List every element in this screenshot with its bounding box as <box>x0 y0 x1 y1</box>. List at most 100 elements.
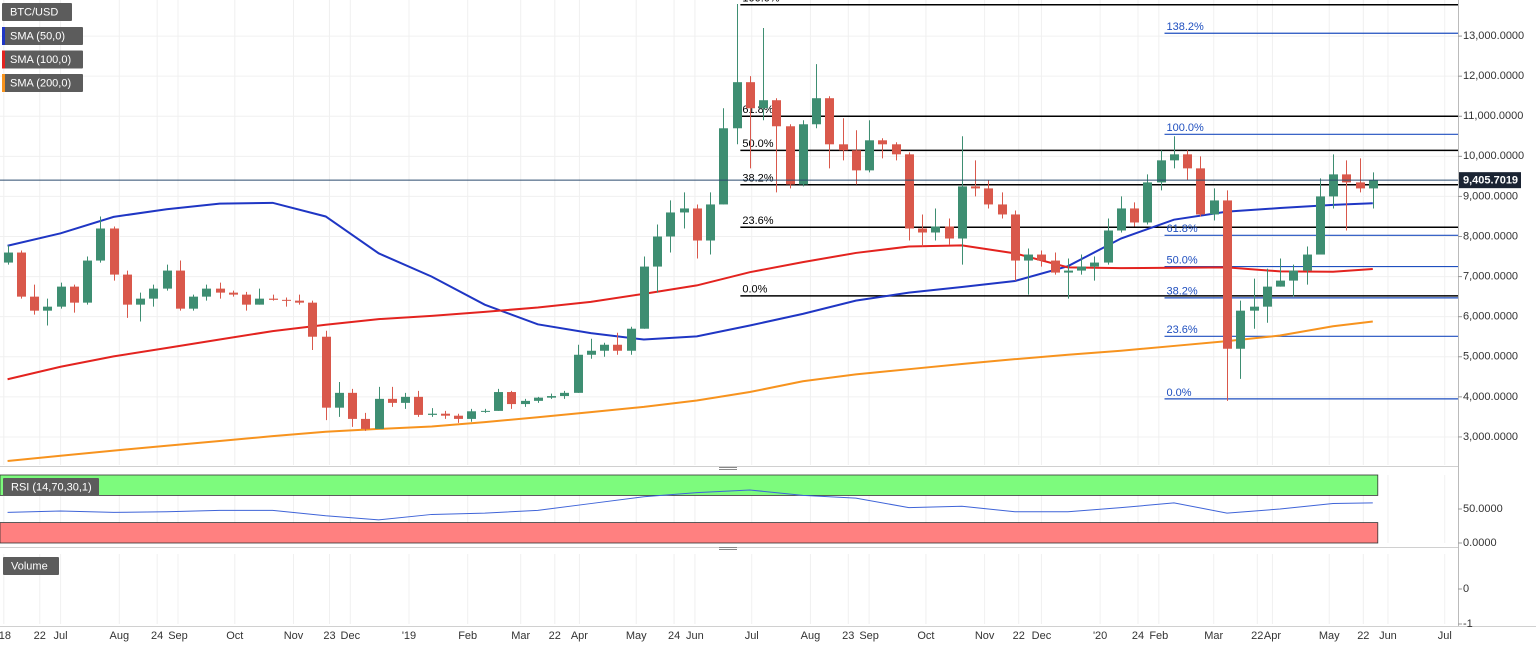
candle-body <box>1024 254 1033 261</box>
candle <box>1250 278 1259 329</box>
candle <box>428 408 437 417</box>
y-tick-label: 5,000.0000 <box>1463 351 1518 363</box>
fib-label: 38.2% <box>742 173 773 185</box>
candle-body <box>786 126 795 185</box>
x-tick-label: 22 <box>1251 630 1263 642</box>
candle-body <box>202 288 211 297</box>
legend-label: RSI (14,70,30,1) <box>11 481 92 493</box>
candle-body <box>1263 286 1272 307</box>
x-tick-label: 24 <box>1132 630 1144 642</box>
candle-body <box>865 140 874 171</box>
candle-body <box>852 150 861 171</box>
candle <box>865 120 874 173</box>
candle <box>57 282 66 309</box>
candle <box>627 326 636 355</box>
y-tick-label: 10,000.0000 <box>1463 150 1524 162</box>
fib-label: 138.2% <box>1167 21 1205 33</box>
candle <box>1342 160 1351 231</box>
candle-body <box>627 328 636 351</box>
x-tick-label: '20 <box>1093 630 1107 642</box>
x-tick-label: 22 <box>1357 630 1369 642</box>
x-tick-label: 24 <box>668 630 680 642</box>
candle-body <box>892 144 901 155</box>
x-tick-label: Jun <box>686 630 704 642</box>
candle <box>786 124 795 189</box>
moving-averages <box>7 201 1373 462</box>
candle <box>189 294 198 311</box>
candle-body <box>547 396 556 398</box>
candle <box>282 297 291 307</box>
candle-body <box>481 410 490 412</box>
candle <box>255 288 264 305</box>
candle-body <box>414 396 423 415</box>
x-tick-label: Oct <box>917 630 934 642</box>
x-tick-label: 22 <box>549 630 561 642</box>
candle <box>613 332 622 355</box>
resize-handle[interactable] <box>719 467 737 470</box>
candle <box>242 291 251 311</box>
candle <box>852 130 861 185</box>
candle <box>719 108 728 205</box>
candle-body <box>1170 154 1179 161</box>
candle <box>1130 202 1139 227</box>
candle <box>1210 188 1219 221</box>
y-tick-label: 12,000.0000 <box>1463 70 1524 82</box>
candle-body <box>719 128 728 205</box>
candle <box>1196 156 1205 217</box>
fib-label: 100.0% <box>742 0 780 5</box>
x-tick-label: 22 <box>1013 630 1025 642</box>
candle-body <box>189 296 198 309</box>
candle <box>1356 158 1365 193</box>
legend-swatch <box>2 27 5 45</box>
candle-body <box>441 413 450 416</box>
candle <box>733 4 742 145</box>
legend: BTC/USD SMA (50,0) SMA (100,0) SMA (200,0) <box>2 3 83 92</box>
resize-handle[interactable] <box>719 547 737 550</box>
legend-box <box>2 74 83 92</box>
candle-body <box>361 418 370 429</box>
candle <box>892 142 901 161</box>
candle <box>984 180 993 209</box>
candle-body <box>255 298 264 305</box>
candle <box>361 412 370 431</box>
candle <box>308 300 317 350</box>
candle <box>666 200 675 253</box>
candle-body <box>600 344 609 351</box>
candle-body <box>282 299 291 301</box>
candle-body <box>229 292 238 295</box>
candle <box>1289 264 1298 297</box>
candle <box>494 388 503 411</box>
x-tick-label: Dec <box>1032 630 1052 642</box>
candle-body <box>269 298 278 300</box>
candle-body <box>918 228 927 233</box>
candle-body <box>653 236 662 267</box>
candle <box>574 344 583 393</box>
y-tick-label: 4,000.0000 <box>1463 391 1518 403</box>
x-tick-label: Jul <box>54 630 68 642</box>
candle-body <box>401 396 410 403</box>
candle-body <box>70 286 79 303</box>
candle-body <box>1011 214 1020 261</box>
candle <box>176 260 185 311</box>
candle <box>825 96 834 169</box>
rsi-legend: RSI (14,70,30,1) <box>3 478 99 496</box>
candle <box>772 98 781 193</box>
candle <box>1329 154 1338 209</box>
candle <box>1037 250 1046 267</box>
candle-body <box>1143 182 1152 223</box>
candle <box>202 284 211 301</box>
candle-body <box>971 186 980 189</box>
x-tick-label: '18 <box>0 630 11 642</box>
candle-body <box>905 154 914 229</box>
candle <box>441 410 450 419</box>
candle-body <box>1077 266 1086 271</box>
candle <box>587 338 596 359</box>
candle-body <box>1316 196 1325 255</box>
candle <box>110 226 119 281</box>
candle <box>1051 252 1060 275</box>
x-tick-label: May <box>1319 630 1340 642</box>
candle-body <box>693 208 702 241</box>
x-tick-label: Apr <box>571 630 588 642</box>
legend-label: Volume <box>11 560 48 572</box>
